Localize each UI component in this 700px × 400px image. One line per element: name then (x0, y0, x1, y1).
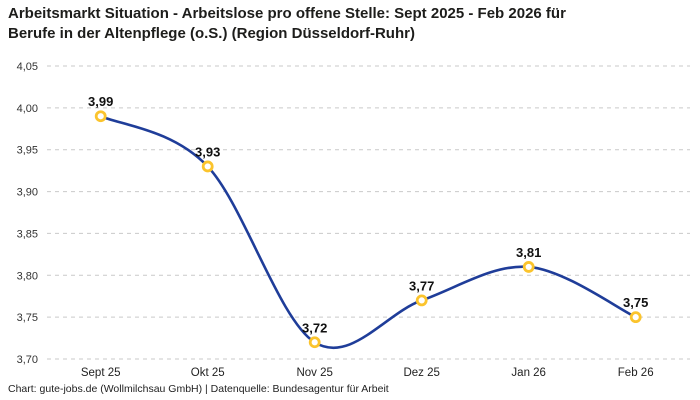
data-point-label: 3,93 (195, 144, 220, 159)
data-point-label: 3,81 (516, 245, 541, 260)
x-tick-label: Feb 26 (618, 367, 654, 379)
data-point-marker (629, 311, 642, 324)
x-tick-label: Sept 25 (81, 367, 121, 379)
data-point-marker (415, 294, 428, 307)
data-point-marker (522, 261, 535, 273)
data-point-label: 3,72 (302, 320, 327, 335)
data-point-marker (201, 160, 214, 173)
data-point-marker (308, 336, 321, 349)
x-tick-label: Nov 25 (296, 367, 332, 379)
y-tick-label: 4,05 (17, 61, 38, 73)
chart-title-line2: Berufe in der Altenpflege (o.S.) (Region… (8, 24, 415, 42)
x-tick-label: Jan 26 (511, 367, 546, 379)
chart-credit: Chart: gute-jobs.de (Wollmilchsau GmbH) … (8, 383, 389, 395)
y-tick-label: 4,00 (17, 103, 38, 115)
y-tick-label: 3,80 (17, 270, 38, 282)
y-tick-label: 3,85 (17, 228, 38, 240)
trend-line (99, 114, 637, 350)
chart-title-line1: Arbeitsmarkt Situation - Arbeitslose pro… (8, 5, 566, 22)
data-point-marker (94, 110, 107, 123)
data-point-label: 3,75 (623, 295, 648, 310)
y-tick-label: 3,70 (17, 354, 38, 366)
data-point-label: 3,77 (409, 278, 434, 293)
y-tick-label: 3,90 (17, 187, 38, 199)
chart-title: Arbeitsmarkt Situation - Arbeitslose pro… (8, 4, 668, 44)
data-point-label: 3,99 (88, 94, 113, 109)
y-tick-label: 3,95 (17, 145, 38, 157)
x-tick-label: Okt 25 (191, 367, 225, 379)
y-tick-label: 3,75 (17, 312, 38, 324)
x-tick-label: Dez 25 (403, 367, 439, 379)
